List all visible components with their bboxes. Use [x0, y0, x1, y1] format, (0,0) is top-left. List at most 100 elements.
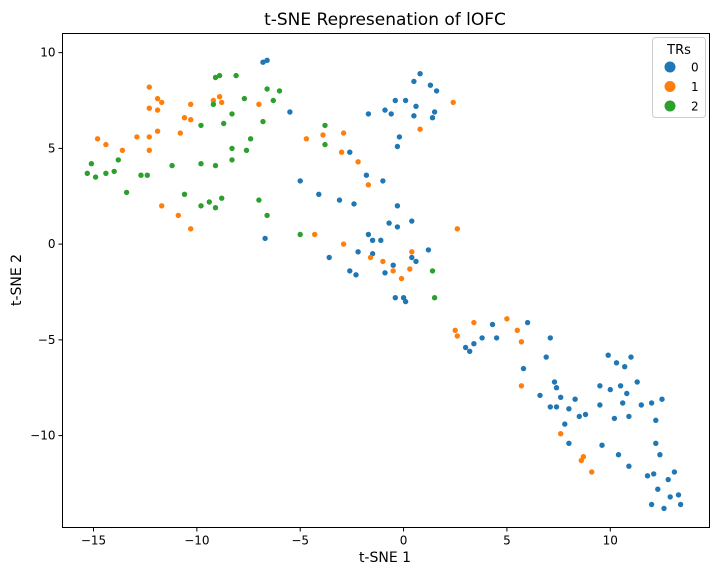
legend-title: TRs — [666, 43, 691, 58]
legend-frame — [652, 37, 706, 118]
point-series-2 — [181, 191, 188, 197]
point-series-1 — [340, 241, 347, 247]
point-series-2 — [111, 168, 117, 175]
point-series-0 — [425, 247, 432, 253]
point-series-0 — [264, 57, 270, 63]
point-series-0 — [543, 354, 549, 360]
point-series-2 — [212, 205, 219, 211]
point-series-1 — [175, 212, 181, 219]
point-series-1 — [518, 383, 525, 389]
point-series-2 — [212, 74, 219, 81]
point-series-1 — [367, 254, 374, 261]
y-tick-label: 5 — [48, 141, 56, 155]
point-series-0 — [394, 203, 401, 209]
point-series-1 — [303, 136, 310, 142]
point-series-0 — [413, 103, 419, 110]
point-series-2 — [210, 101, 217, 108]
point-series-1 — [256, 101, 262, 108]
point-series-0 — [388, 111, 394, 117]
point-series-2 — [198, 203, 204, 209]
x-tick-label: −10 — [184, 534, 209, 548]
point-series-1 — [390, 268, 396, 274]
point-series-0 — [553, 404, 560, 410]
x-tick-label: −15 — [81, 534, 106, 548]
point-series-0 — [677, 501, 684, 508]
point-series-2 — [241, 95, 248, 102]
legend-marker-2 — [664, 100, 676, 112]
point-series-0 — [597, 402, 603, 408]
point-series-1 — [103, 141, 109, 148]
point-series-0 — [675, 492, 682, 498]
point-series-0 — [628, 354, 634, 360]
point-series-1 — [134, 134, 140, 140]
point-series-0 — [520, 365, 527, 372]
point-series-0 — [347, 149, 353, 155]
point-series-0 — [626, 413, 632, 420]
point-series-0 — [433, 88, 440, 94]
legend-label-0: 0 — [691, 61, 699, 75]
point-series-1 — [159, 203, 165, 209]
point-series-0 — [382, 270, 388, 276]
point-series-0 — [648, 400, 655, 406]
points-layer — [84, 57, 684, 512]
point-series-2 — [115, 157, 122, 163]
point-series-1 — [518, 339, 525, 345]
point-series-0 — [671, 469, 678, 475]
x-tick-label: −5 — [291, 534, 309, 548]
point-series-1 — [355, 159, 361, 165]
point-series-0 — [576, 413, 582, 420]
x-tick-label: 10 — [603, 534, 618, 548]
point-series-0 — [551, 379, 558, 385]
legend-label-1: 1 — [691, 80, 699, 94]
point-series-2 — [297, 231, 303, 238]
point-series-0 — [655, 486, 661, 492]
point-series-0 — [572, 396, 578, 402]
point-series-1 — [154, 107, 161, 113]
point-series-0 — [365, 231, 372, 238]
point-series-0 — [665, 476, 671, 483]
point-series-2 — [92, 174, 99, 180]
point-series-0 — [394, 224, 401, 230]
point-series-1 — [219, 99, 225, 106]
point-series-0 — [607, 386, 613, 393]
legend: TRs 0 1 2 — [652, 37, 706, 118]
point-series-0 — [347, 268, 353, 274]
point-series-0 — [624, 390, 630, 397]
point-series-0 — [651, 471, 657, 477]
point-series-0 — [626, 463, 632, 469]
point-series-1 — [146, 147, 152, 153]
point-series-0 — [380, 178, 386, 184]
point-series-0 — [617, 383, 624, 389]
point-series-2 — [256, 197, 262, 203]
point-series-1 — [154, 95, 161, 102]
point-series-2 — [322, 122, 328, 129]
point-series-0 — [351, 201, 357, 207]
point-series-0 — [489, 321, 496, 328]
point-series-2 — [260, 118, 266, 125]
point-series-0 — [653, 440, 659, 446]
x-axis-label: t-SNE 1 — [359, 550, 411, 566]
point-series-1 — [177, 130, 183, 136]
x-axis-ticks: −15 −10 −5 0 5 10 — [81, 527, 618, 548]
point-series-0 — [605, 352, 611, 358]
point-series-0 — [429, 115, 436, 121]
point-series-0 — [537, 392, 543, 399]
point-series-0 — [394, 143, 401, 150]
point-series-0 — [657, 452, 663, 458]
point-series-0 — [479, 335, 485, 341]
point-series-2 — [264, 212, 270, 219]
point-series-0 — [620, 400, 626, 406]
plot-frame — [62, 33, 710, 528]
point-series-2 — [322, 141, 328, 148]
y-axis-label: t-SNE 2 — [9, 254, 25, 306]
point-series-1 — [409, 249, 415, 255]
point-series-2 — [276, 88, 283, 94]
point-series-0 — [493, 335, 500, 341]
point-series-0 — [471, 341, 477, 347]
point-series-1 — [320, 132, 326, 138]
point-series-1 — [146, 105, 152, 111]
point-series-1 — [216, 94, 223, 100]
point-series-0 — [326, 254, 332, 261]
point-series-0 — [369, 237, 376, 243]
